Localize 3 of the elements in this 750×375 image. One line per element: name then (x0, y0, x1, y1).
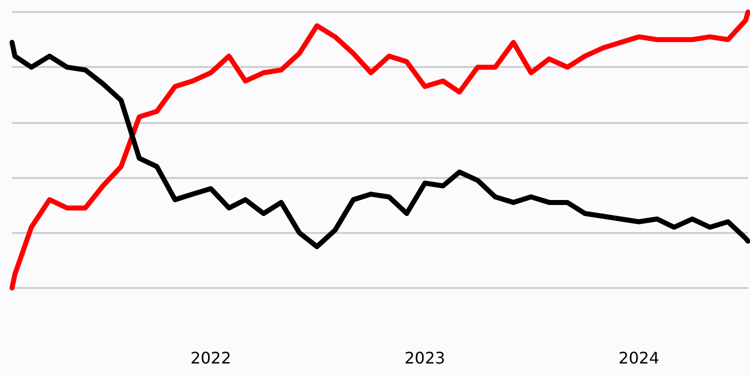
x-tick-label: 2023 (404, 348, 446, 368)
x-tick-label: 2022 (190, 348, 232, 368)
x-tick-label: 2024 (618, 348, 660, 368)
